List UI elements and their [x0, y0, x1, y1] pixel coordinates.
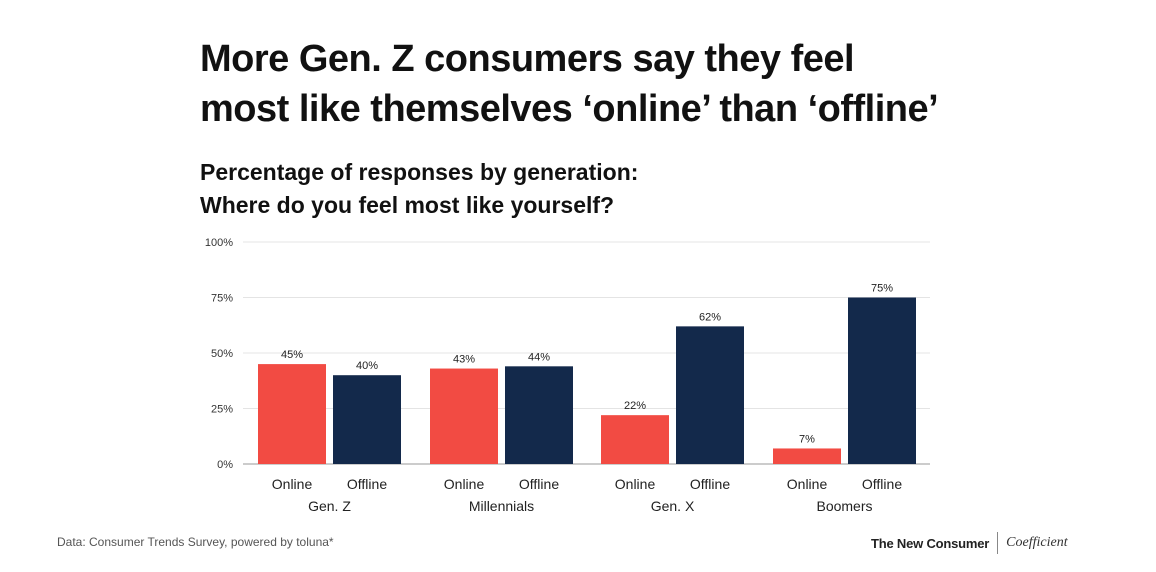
chart-title: More Gen. Z consumers say they feel most…	[200, 34, 939, 134]
series-label-boomers-offline: Offline	[862, 476, 902, 492]
y-tick-label-75: 75%	[211, 293, 233, 305]
series-label-gen-z-offline: Offline	[347, 476, 387, 492]
brand-footer: The New Consumer Coefficient	[871, 532, 1068, 554]
chart-subtitle: Percentage of responses by generation: W…	[200, 156, 638, 222]
bar-gen-x-online	[601, 415, 669, 464]
brand-divider	[997, 532, 999, 554]
chart-title-line-1: More Gen. Z consumers say they feel	[200, 38, 855, 80]
series-label-boomers-online: Online	[787, 476, 828, 492]
series-label-gen-z-online: Online	[272, 476, 313, 492]
series-label-millennials-online: Online	[444, 476, 485, 492]
value-label-millennials-online: 43%	[453, 354, 475, 366]
value-label-gen-z-online: 45%	[281, 349, 303, 361]
bar-boomers-offline	[848, 297, 916, 464]
bar-millennials-offline	[505, 366, 573, 464]
y-tick-label-50: 50%	[211, 348, 233, 360]
bar-gen-z-online	[258, 364, 326, 464]
series-label-gen-x-offline: Offline	[690, 476, 730, 492]
value-label-millennials-offline: 44%	[528, 351, 550, 363]
data-source-note: Data: Consumer Trends Survey, powered by…	[57, 535, 334, 549]
value-label-gen-x-offline: 62%	[699, 311, 721, 323]
bar-gen-x-offline	[676, 326, 744, 464]
bar-gen-z-offline	[333, 375, 401, 464]
value-label-boomers-offline: 75%	[871, 283, 893, 295]
series-label-millennials-offline: Offline	[519, 476, 559, 492]
bar-boomers-online	[773, 448, 841, 464]
group-label-gen-z: Gen. Z	[308, 498, 351, 514]
chart-title-line-2: most like themselves ‘online’ than ‘offl…	[200, 88, 939, 130]
chart-subtitle-line-2: Where do you feel most like yourself?	[200, 192, 615, 218]
group-label-millennials: Millennials	[469, 498, 534, 514]
y-tick-label-25: 25%	[211, 404, 233, 416]
bar-millennials-online	[430, 368, 498, 464]
group-label-boomers: Boomers	[816, 498, 872, 514]
value-label-gen-z-offline: 40%	[356, 360, 378, 372]
y-tick-label-100: 100%	[205, 237, 233, 249]
value-label-gen-x-online: 22%	[624, 400, 646, 412]
brand-coefficient: Coefficient	[1006, 535, 1068, 550]
series-label-gen-x-online: Online	[615, 476, 656, 492]
group-label-gen-x: Gen. X	[651, 498, 695, 514]
y-tick-label-0: 0%	[217, 459, 233, 471]
chart-subtitle-line-1: Percentage of responses by generation:	[200, 159, 639, 185]
value-label-boomers-online: 7%	[799, 433, 815, 445]
brand-the-new-consumer: The New Consumer	[871, 535, 990, 551]
